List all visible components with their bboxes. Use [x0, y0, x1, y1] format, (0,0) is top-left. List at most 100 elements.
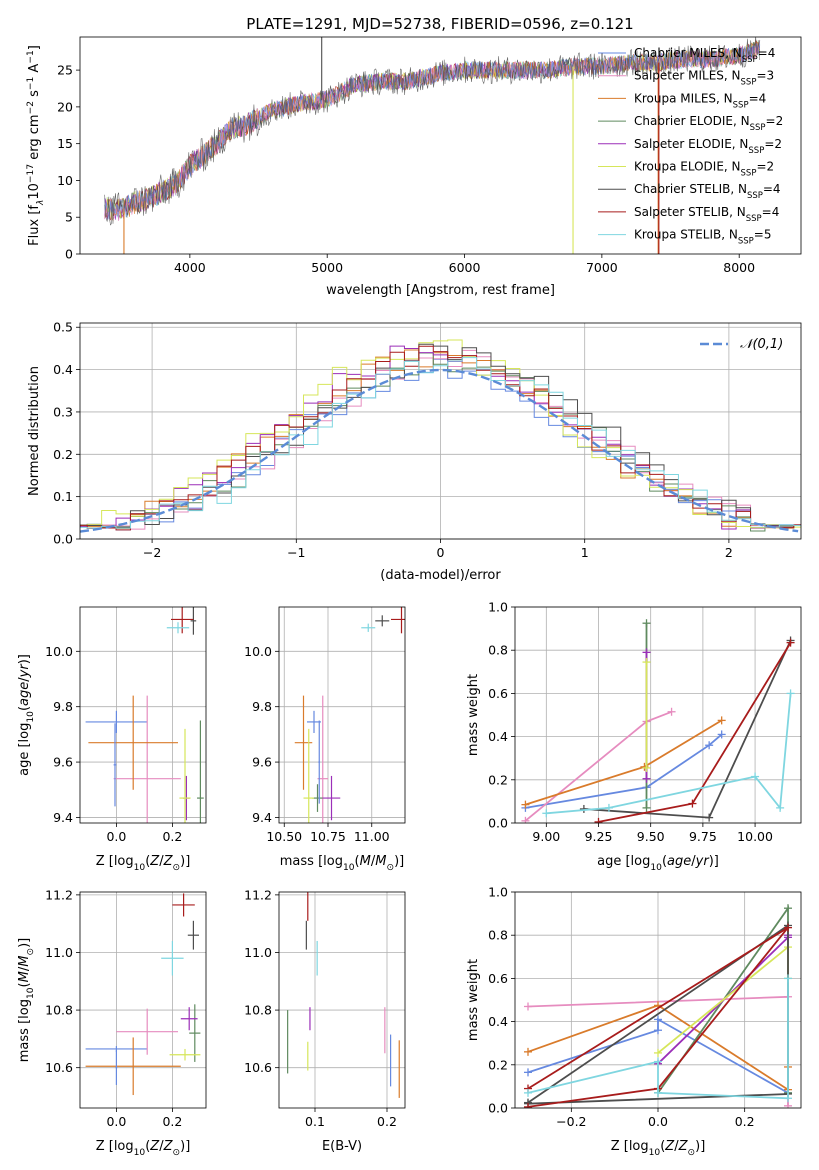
charts-layer: 4000 5000 6000 7000 80000510152025wavelength… [17, 36, 802, 1158]
x-tick-label: 1 [581, 545, 589, 560]
weight_vs_age-frame [514, 606, 802, 824]
axes-residuals: −2 −1 0 1 2 0.0 0.1 0.2 0.3 0.4 0.5 (data-model)/er… [27, 320, 801, 583]
y-tick-label: 11.0 [45, 945, 73, 960]
x-tick-label: 0.0 [648, 1114, 668, 1129]
age_vs_mass-frame [278, 606, 406, 824]
y-tick-label: 0.4 [488, 729, 508, 744]
histogram-kroupa-elodie [80, 339, 801, 529]
y-tick-label: 10.8 [244, 1003, 272, 1018]
weight-line-chabrier-miles [527, 1017, 789, 1094]
x-tick-label: −2 [143, 545, 161, 560]
x-tick-label: 11.00 [354, 829, 390, 844]
x-tick-label: 2 [725, 545, 733, 560]
y-tick-label: 9.6 [53, 755, 73, 770]
weight_vs_Z-lines [524, 904, 792, 1108]
histogram-series [80, 339, 801, 533]
x-tick-label: −0.2 [556, 1114, 586, 1129]
x-tick-label: 0.2 [162, 829, 182, 844]
legend-entry: Salpeter STELIB, NSSP=4 [634, 205, 779, 224]
y-tick-label: 10.6 [244, 1060, 272, 1075]
mass_vs_ebv-xlabel: E(B-V) [322, 1139, 362, 1154]
x-tick-label: 5000 [311, 260, 343, 275]
legend-entry: Chabrier MILES, NSSP=4 [634, 46, 775, 65]
axes-weight_vs_Z: −0.2 0.0 0.2 0.0 0.2 0.4 0.6 0.8 1.0 Z [log10(Z/Z… [466, 885, 801, 1158]
x-tick-label: 4000 [174, 260, 206, 275]
x-tick-label: 9.75 [689, 829, 717, 844]
histogram-salpeter-miles [80, 349, 801, 530]
y-tick-label: 9.8 [53, 699, 73, 714]
age_vs_Z-points [85, 607, 204, 823]
y-tick-label: 9.4 [53, 810, 73, 825]
x-tick-label: −1 [287, 545, 305, 560]
age_vs_Z-xlabel: Z [log10(Z/Z⊙)] [96, 854, 191, 873]
y-tick-label: 15 [57, 136, 73, 151]
y-tick-label: 0.2 [488, 1057, 508, 1072]
y-tick-label: 9.6 [252, 755, 272, 770]
axes-mass_vs_ebv: 0.1 0.2 10.6 10.8 11.0 11.2 E(B-V) [244, 887, 405, 1154]
axes-weight_vs_age: 9.00 9.25 9.50 9.75 10.00 0.0 0.2 0.4 0.6 0.8 1.0 a… [466, 600, 801, 873]
axes-age_vs_Z: 0.0 0.2 9.4 9.6 9.8 10.0 Z [log10(Z/Z⊙)] age [l… [17, 607, 206, 873]
weight_vs_Z-frame [514, 891, 802, 1109]
legend-entry: Kroupa ELODIE, NSSP=2 [634, 160, 774, 179]
x-tick-label: 9.25 [585, 829, 613, 844]
axes-age_vs_mass: 10.50 10.75 11.00 9.4 9.6 9.8 10.0 mass [log10(… [244, 607, 405, 873]
mass_vs_Z-xlabel: Z [log10(Z/Z⊙)] [96, 1139, 191, 1158]
y-tick-label: 10 [57, 173, 73, 188]
x-tick-label: 7000 [586, 260, 618, 275]
y-tick-label: 1.0 [488, 885, 508, 900]
y-tick-label: 10.0 [45, 644, 73, 659]
weight_vs_age-ylabel: mass weight [466, 674, 481, 756]
y-tick-label: 5 [65, 210, 73, 225]
y-tick-label: 0.1 [53, 489, 73, 504]
mass_vs_Z-points [85, 893, 201, 1096]
x-tick-label: 0.2 [377, 1114, 397, 1129]
y-tick-label: 0.6 [488, 971, 508, 986]
legend-entry: Chabrier STELIB, NSSP=4 [634, 182, 781, 201]
spectrum-series [104, 37, 761, 254]
histogram-kroupa-stelib [80, 357, 801, 529]
legend-entry: Chabrier ELODIE, NSSP=2 [634, 114, 783, 133]
legend-entry: Salpeter MILES, NSSP=3 [634, 69, 774, 88]
y-tick-label: 0.4 [53, 362, 73, 377]
histogram-kroupa-miles [80, 349, 801, 529]
y-tick-label: 20 [57, 99, 73, 114]
x-tick-label: 8000 [723, 260, 755, 275]
mass_vs_Z-ylabel: mass [log10(M/M⊙)] [17, 938, 36, 1062]
figure-title: PLATE=1291, MJD=52738, FIBERID=0596, z=0… [246, 15, 633, 33]
x-tick-label: 10.50 [266, 829, 302, 844]
y-tick-label: 0.5 [53, 320, 73, 335]
histogram-salpeter-elodie [80, 345, 801, 530]
legend-entry: Kroupa MILES, NSSP=4 [634, 91, 766, 110]
age_vs_mass-xlabel: mass [log10(M/M⊙)] [280, 854, 404, 873]
y-tick-label: 10.6 [45, 1060, 73, 1075]
y-tick-label: 25 [57, 63, 73, 78]
y-tick-label: 0.4 [488, 1014, 508, 1029]
weight-line-chabrier-miles [525, 733, 723, 809]
spectrum-line-chabrier-stelib [104, 37, 761, 226]
x-tick-label: 0 [437, 545, 445, 560]
weight_vs_Z-xlabel: Z [log10(Z/Z⊙)] [611, 1139, 706, 1158]
x-tick-label: 0.2 [162, 1114, 182, 1129]
y-tick-label: 0.8 [488, 643, 508, 658]
spectrum-xlabel: wavelength [Angstrom, rest frame] [326, 283, 555, 298]
age_vs_mass-points [294, 607, 405, 823]
x-tick-label: 0.1 [305, 1114, 325, 1129]
y-tick-label: 9.8 [252, 699, 272, 714]
y-tick-label: 11.2 [244, 887, 272, 902]
axes-spectrum: 4000 5000 6000 7000 8000 0 5 10 15 20 25 wavelength… [26, 45, 755, 298]
y-tick-label: 0.3 [53, 404, 73, 419]
x-tick-label: 10.00 [737, 829, 773, 844]
legend-entry: Kroupa STELIB, NSSP=5 [634, 228, 772, 247]
weight_vs_age-lines [521, 619, 795, 823]
weight_vs_Z-ylabel: mass weight [466, 959, 481, 1041]
y-tick-label: 0.2 [488, 772, 508, 787]
x-tick-label: 0.0 [106, 829, 126, 844]
x-tick-label: 9.50 [637, 829, 665, 844]
histogram-chabrier-stelib [80, 343, 801, 529]
normal-reference-curve [80, 368, 799, 533]
x-tick-label: 10.75 [310, 829, 346, 844]
spectrum-frame [79, 36, 802, 255]
y-tick-label: 9.4 [252, 810, 272, 825]
age_vs_Z-frame [79, 606, 207, 824]
